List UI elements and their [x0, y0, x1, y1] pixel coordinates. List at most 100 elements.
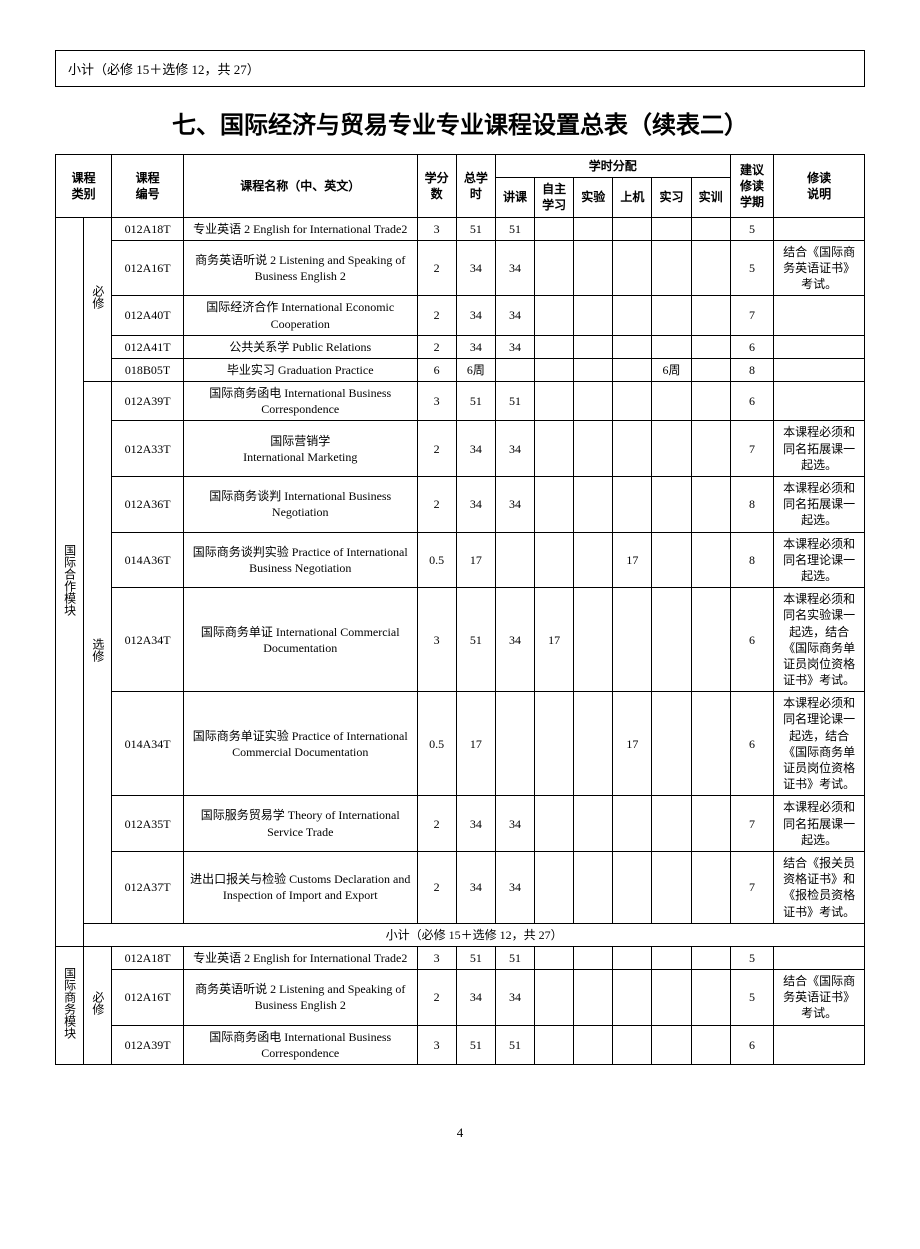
table-row: 012A33T国际营销学International Marketing23434… [56, 421, 865, 477]
cell-train [691, 296, 730, 335]
cell-total: 34 [456, 970, 495, 1026]
cell-code: 012A39T [112, 382, 184, 421]
cell-comp [613, 217, 652, 240]
cell-sem: 5 [730, 970, 774, 1026]
cell-exp [574, 217, 613, 240]
cell-name: 公共关系学 Public Relations [183, 335, 417, 358]
table-row: 014A34T国际商务单证实验 Practice of Internationa… [56, 692, 865, 796]
cell-credits: 2 [417, 296, 456, 335]
cell-credits: 6 [417, 358, 456, 381]
cell-train [691, 1025, 730, 1064]
cell-exp [574, 358, 613, 381]
cell-prac [652, 335, 691, 358]
cell-credits: 3 [417, 946, 456, 969]
table-row: 012A40T国际经济合作 International Economic Coo… [56, 296, 865, 335]
cell-train [691, 358, 730, 381]
cell-total: 34 [456, 477, 495, 533]
cell-sem: 5 [730, 946, 774, 969]
th-exp: 实验 [574, 178, 613, 217]
th-credits: 学分数 [417, 155, 456, 218]
cell-self [535, 796, 574, 852]
th-code: 课程编号 [112, 155, 184, 218]
th-comp: 上机 [613, 178, 652, 217]
cell-code: 012A39T [112, 1025, 184, 1064]
cell-name: 国际商务单证 International Commercial Document… [183, 588, 417, 692]
cell-prac [652, 588, 691, 692]
cell-self [535, 335, 574, 358]
cell-exp [574, 382, 613, 421]
cell-note: 结合《国际商务英语证书》考试。 [774, 970, 865, 1026]
cell-code: 012A40T [112, 296, 184, 335]
cell-self [535, 382, 574, 421]
cell-lecture: 34 [495, 240, 534, 296]
cell-prac [652, 217, 691, 240]
table-row: 012A16T商务英语听说 2 Listening and Speaking o… [56, 240, 865, 296]
cell-prac [652, 946, 691, 969]
cell-train [691, 382, 730, 421]
cell-code: 014A36T [112, 532, 184, 588]
cell-exp [574, 1025, 613, 1064]
cell-name: 专业英语 2 English for International Trade2 [183, 946, 417, 969]
cell-note: 本课程必须和同名理论课一起选，结合《国际商务单证员岗位资格证书》考试。 [774, 692, 865, 796]
cell-name: 进出口报关与检验 Customs Declaration and Inspect… [183, 851, 417, 923]
cell-comp [613, 970, 652, 1026]
th-train: 实训 [691, 178, 730, 217]
cell-note: 本课程必须和同名拓展课一起选。 [774, 796, 865, 852]
cell-lecture: 34 [495, 796, 534, 852]
cell-credits: 2 [417, 240, 456, 296]
cell-comp [613, 796, 652, 852]
table-row: 012A41T公共关系学 Public Relations234346 [56, 335, 865, 358]
cell-self [535, 946, 574, 969]
cell-note: 结合《国际商务英语证书》考试。 [774, 240, 865, 296]
cell-prac [652, 421, 691, 477]
cell-total: 51 [456, 588, 495, 692]
page-title: 七、国际经济与贸易专业专业课程设置总表（续表二） [55, 105, 865, 140]
subtotal-cell: 小计（必修 15＋选修 12，共 27） [84, 923, 865, 946]
cell-name: 国际经济合作 International Economic Cooperatio… [183, 296, 417, 335]
type-cell: 必修 [84, 946, 112, 1064]
cell-lecture: 51 [495, 946, 534, 969]
cell-total: 6周 [456, 358, 495, 381]
cell-prac [652, 851, 691, 923]
cell-note [774, 335, 865, 358]
cell-exp [574, 851, 613, 923]
cell-self [535, 358, 574, 381]
cell-sem: 5 [730, 240, 774, 296]
cell-comp: 17 [613, 692, 652, 796]
cell-sem: 6 [730, 335, 774, 358]
table-row: 012A16T商务英语听说 2 Listening and Speaking o… [56, 970, 865, 1026]
cell-comp [613, 946, 652, 969]
cell-name: 国际商务谈判 International Business Negotiatio… [183, 477, 417, 533]
cell-self [535, 532, 574, 588]
cell-code: 014A34T [112, 692, 184, 796]
cell-total: 17 [456, 532, 495, 588]
cell-comp [613, 382, 652, 421]
table-row: 014A36T国际商务谈判实验 Practice of Internationa… [56, 532, 865, 588]
cell-sem: 7 [730, 851, 774, 923]
cell-train [691, 946, 730, 969]
cell-note [774, 1025, 865, 1064]
cell-credits: 3 [417, 588, 456, 692]
cell-name: 国际商务单证实验 Practice of International Comme… [183, 692, 417, 796]
table-body: 国际合作模块必修012A18T专业英语 2 English for Intern… [56, 217, 865, 1064]
cell-train [691, 588, 730, 692]
cell-note: 结合《报关员资格证书》和《报检员资格证书》考试。 [774, 851, 865, 923]
cell-name: 商务英语听说 2 Listening and Speaking of Busin… [183, 240, 417, 296]
table-row: 012A39T国际商务函电 International Business Cor… [56, 1025, 865, 1064]
cell-code: 012A37T [112, 851, 184, 923]
cell-note [774, 946, 865, 969]
cell-train [691, 532, 730, 588]
cell-lecture: 34 [495, 335, 534, 358]
cell-note [774, 382, 865, 421]
cell-lecture [495, 532, 534, 588]
cell-note [774, 217, 865, 240]
cell-total: 51 [456, 217, 495, 240]
cell-exp [574, 421, 613, 477]
table-header: 课程类别 课程编号 课程名称（中、英文） 学分数 总学时 学时分配 建议修读学期… [56, 155, 865, 218]
cell-comp [613, 296, 652, 335]
cell-credits: 2 [417, 421, 456, 477]
table-row: 012A34T国际商务单证 International Commercial D… [56, 588, 865, 692]
th-prac: 实习 [652, 178, 691, 217]
cell-name: 国际服务贸易学 Theory of International Service … [183, 796, 417, 852]
cell-self [535, 421, 574, 477]
